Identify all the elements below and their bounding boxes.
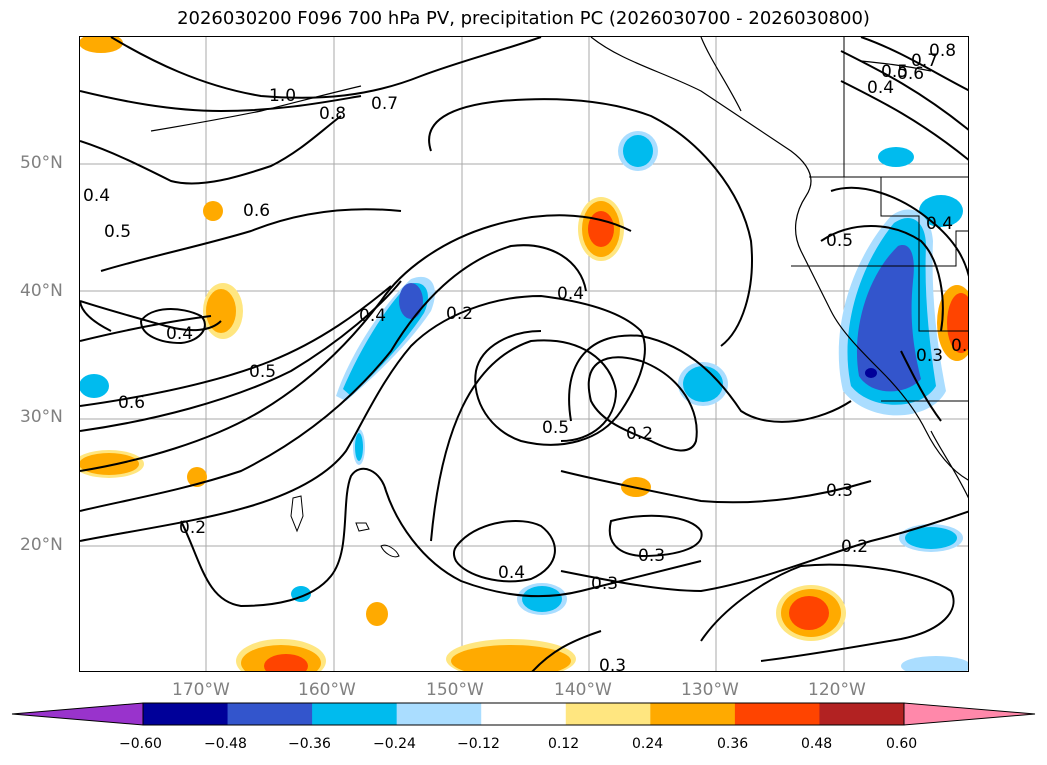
colorbar-tick: −0.60 [119, 736, 162, 752]
lon-label-170w: 170°W [172, 680, 230, 700]
contour-label: 0.6 [897, 64, 924, 84]
contour-label: 0.4 [926, 214, 953, 234]
contour-label: 0.5 [249, 362, 276, 382]
contour-label: 0.6 [118, 393, 145, 413]
contour-label: 0.4 [557, 284, 584, 304]
map-canvas: 1.0 0.8 0.7 0.6 0.5 0.4 0.6 0.5 0.4 0.2 … [80, 37, 969, 672]
contour-label: 0.5 [881, 62, 908, 82]
colorbar-tick: 0.12 [548, 736, 580, 752]
map-panel: 1.0 0.8 0.7 0.6 0.5 0.4 0.6 0.5 0.4 0.2 … [79, 36, 969, 672]
lon-label-140w: 140°W [554, 680, 612, 700]
colorbar-tick: −0.12 [457, 736, 500, 752]
contour-label: 0.6 [243, 201, 270, 221]
contour-label: 0.4 [166, 324, 193, 344]
precip-shading [80, 37, 968, 671]
colorbar-right-arrow [904, 703, 1035, 725]
contour-label: 0.5 [542, 418, 569, 438]
pv-contours [80, 37, 968, 671]
contour-label: 0.4 [498, 563, 525, 583]
colorbar-segment [143, 703, 229, 725]
contour-label: 0.4 [867, 78, 894, 98]
contour-label: 0.5 [104, 222, 131, 242]
colorbar-left-arrow [12, 703, 143, 725]
lat-label-40n: 40°N [20, 281, 63, 301]
contour-label: 0.8 [319, 104, 346, 124]
lon-label-160w: 160°W [298, 680, 356, 700]
colorbar-tick: −0.36 [288, 736, 331, 752]
contour-label: 1.0 [269, 86, 296, 106]
colorbar [11, 702, 1036, 726]
lon-label-150w: 150°W [426, 680, 484, 700]
contour-labels: 1.0 0.8 0.7 0.6 0.5 0.4 0.6 0.5 0.4 0.2 … [83, 41, 969, 672]
colorbar-segment [650, 703, 736, 725]
colorbar-tick: 0.60 [886, 736, 918, 752]
colorbar-segments [12, 703, 1035, 725]
contour-label: 0.3 [826, 481, 853, 501]
colorbar-tick: −0.24 [373, 736, 416, 752]
lon-label-130w: 130°W [681, 680, 739, 700]
contour-label: 0.2 [626, 424, 653, 444]
lat-label-20n: 20°N [20, 535, 63, 555]
contour-label: 0.2 [179, 518, 206, 538]
colorbar-tick: −0.48 [204, 736, 247, 752]
contour-label: 0.3 [951, 336, 969, 356]
colorbar-segment [312, 703, 398, 725]
map-title: 2026030200 F096 700 hPa PV, precipitatio… [177, 8, 870, 29]
coastlines [150, 37, 968, 499]
contour-label: 0.3 [591, 574, 618, 594]
contour-label: 0.7 [371, 94, 398, 114]
contour-label: 0.2 [841, 537, 868, 557]
contour-label: 0.8 [929, 41, 956, 61]
colorbar-tick: 0.36 [717, 736, 749, 752]
colorbar-segment [481, 703, 567, 725]
positive-anomaly [80, 37, 968, 671]
colorbar-segment [819, 703, 905, 725]
colorbar-segment [396, 703, 482, 725]
colorbar-tick: 0.48 [801, 736, 833, 752]
colorbar-tick: 0.24 [632, 736, 664, 752]
contour-label: 0.5 [826, 231, 853, 251]
negative-anomaly [80, 131, 968, 671]
contour-label: 0.3 [599, 656, 626, 672]
colorbar-segment [227, 703, 313, 725]
contour-label: 0.2 [446, 304, 473, 324]
colorbar-segment [565, 703, 651, 725]
lat-label-50n: 50°N [20, 153, 63, 173]
islands [290, 495, 400, 558]
contour-label: 0.3 [638, 546, 665, 566]
contour-label: 0.7 [911, 51, 938, 71]
lon-label-120w: 120°W [808, 680, 866, 700]
contour-label: 0.4 [83, 186, 110, 206]
contour-label: 0.4 [359, 306, 386, 326]
contour-label: 0.3 [916, 346, 943, 366]
lat-label-30n: 30°N [20, 407, 63, 427]
colorbar-segment [734, 703, 820, 725]
